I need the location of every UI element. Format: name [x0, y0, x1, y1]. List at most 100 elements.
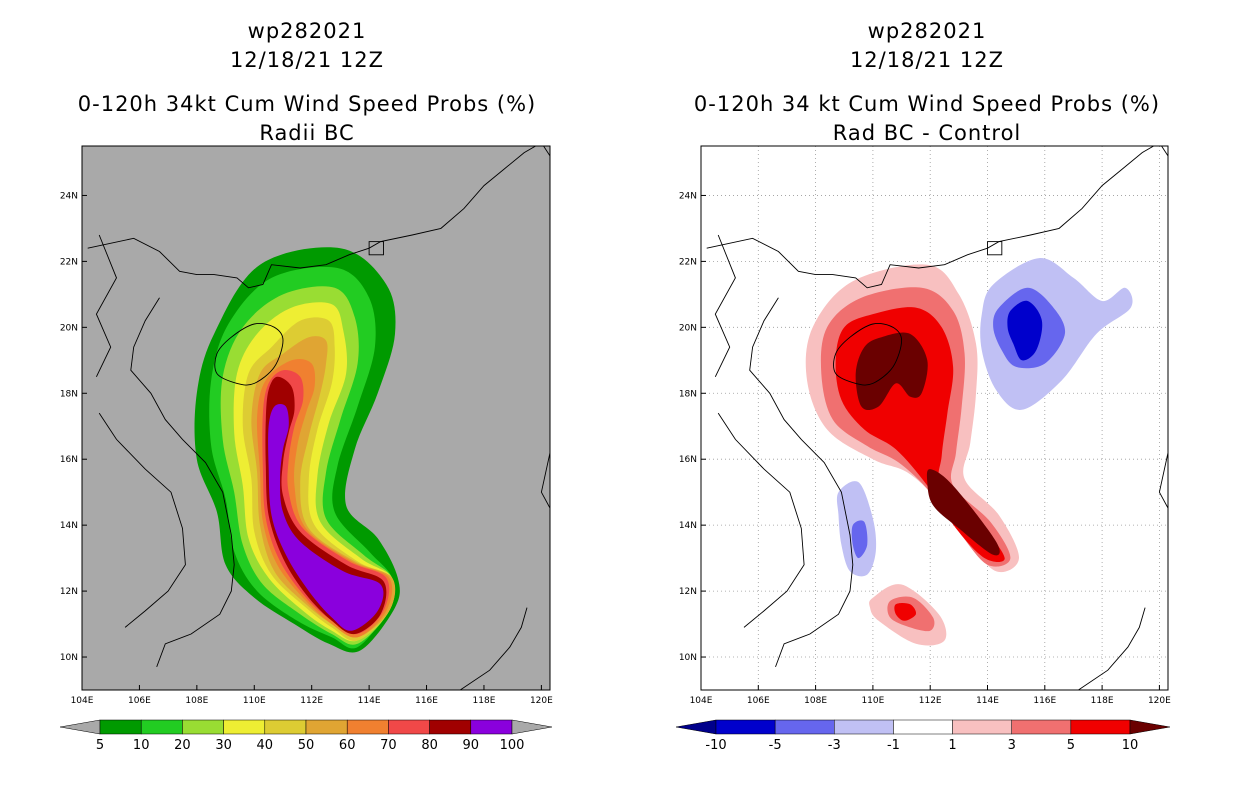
right-colorbar-label: 5 — [1067, 738, 1075, 753]
right-xtick-label: 104E — [690, 696, 713, 706]
right-contour-5 — [894, 603, 917, 621]
left-ytick-label: 10N — [60, 653, 78, 663]
right-hainan-outline — [833, 323, 903, 386]
panel-right: wp282021 12/18/21 12Z 0-120h 34 kt Cum W… — [675, 19, 1171, 753]
left-coastline-segment — [540, 373, 550, 510]
left-xtick-label: 112E — [300, 696, 323, 706]
left-colorbar-swatch — [388, 719, 430, 735]
right-ytick-label: 14N — [679, 521, 697, 531]
right-coastline-segment — [1077, 607, 1146, 690]
left-title-line-3: 0-120h 34kt Cum Wind Speed Probs (%) — [78, 92, 536, 116]
right-ytick-label: 22N — [679, 257, 697, 267]
left-colorbar: 5 10 20 30 40 50 60 70 80 90 100 — [59, 719, 553, 753]
left-colorbar-swatch — [264, 719, 307, 735]
right-coastline-segment — [717, 412, 805, 628]
left-map-layers — [87, 146, 550, 690]
panel-left: wp282021 12/18/21 12Z 0-120h 34kt Cum Wi… — [59, 19, 553, 753]
left-colorbar-swatch — [182, 719, 224, 735]
left-colorbar-label: 100 — [500, 738, 525, 753]
left-xtick-label: 116E — [415, 696, 438, 706]
left-title-line-4: Radii BC — [259, 121, 354, 145]
right-colorbar-swatch — [1070, 719, 1131, 735]
left-colorbar-over-arrow — [511, 719, 553, 735]
left-colorbar-label: 70 — [380, 738, 397, 753]
right-colorbar-under-arrow — [675, 719, 717, 735]
right-xtick-label: 106E — [747, 696, 770, 706]
right-colorbar-label: -10 — [705, 738, 726, 753]
right-contour-10 — [926, 469, 1000, 556]
right-contour-10 — [855, 332, 928, 411]
left-colorbar-swatch — [140, 719, 183, 735]
left-colorbar-label: 90 — [463, 738, 480, 753]
left-xtick-label: 108E — [185, 696, 208, 706]
left-hainan-outline — [214, 323, 284, 386]
left-colorbar-swatch — [470, 719, 513, 735]
right-title-line-1: wp282021 — [868, 19, 987, 43]
right-title-line-3: 0-120h 34 kt Cum Wind Speed Probs (%) — [694, 92, 1160, 116]
left-xtick-label: 104E — [71, 696, 94, 706]
right-colorbar: -10 -5 -3 -1 1 3 5 10 — [675, 719, 1171, 753]
right-xtick-label: 120E — [1148, 696, 1171, 706]
left-ytick-label: 14N — [60, 521, 78, 531]
left-coastline-segment — [87, 146, 537, 289]
left-ytick-label: 18N — [60, 389, 78, 399]
right-ytick-label: 10N — [679, 653, 697, 663]
right-colorbar-label: 3 — [1008, 738, 1016, 753]
right-colorbar-label: -1 — [887, 738, 900, 753]
left-ytick-label: 22N — [60, 257, 78, 267]
right-colorbar-label: -3 — [828, 738, 841, 753]
left-colorbar-under-arrow — [59, 719, 101, 735]
left-colorbar-label: 60 — [339, 738, 356, 753]
right-colorbar-swatch — [715, 719, 776, 735]
left-ytick-label: 24N — [60, 191, 78, 201]
right-xtick-label: 110E — [861, 696, 884, 706]
left-colorbar-label: 40 — [257, 738, 274, 753]
left-xtick-label: 120E — [530, 696, 553, 706]
right-contour--3 — [851, 520, 868, 559]
left-colorbar-label: 5 — [96, 738, 104, 753]
right-ytick-label: 24N — [679, 191, 697, 201]
right-colorbar-swatch — [834, 719, 894, 735]
right-colorbar-swatch — [952, 719, 1012, 735]
left-colorbar-label: 10 — [133, 738, 150, 753]
left-ytick-label: 16N — [60, 455, 78, 465]
left-xtick-label: 118E — [473, 696, 496, 706]
right-contour--5 — [1007, 300, 1043, 361]
left-coastline-segment — [543, 146, 550, 157]
right-coastline-segment — [1158, 373, 1168, 510]
right-plot-frame — [700, 145, 1169, 691]
left-coastline-segment — [95, 234, 117, 377]
left-ytick-label: 12N — [60, 587, 78, 597]
right-xtick-label: 116E — [1033, 696, 1056, 706]
left-colorbar-swatch — [429, 719, 472, 735]
left-colorbar-swatch — [346, 719, 389, 735]
right-coastline-segment — [714, 234, 736, 377]
left-ytick-label: 20N — [60, 323, 78, 333]
left-colorbar-label: 20 — [174, 738, 191, 753]
left-xtick-label: 106E — [128, 696, 151, 706]
right-coastline-segment — [1161, 146, 1168, 157]
right-colorbar-over-arrow — [1129, 719, 1171, 735]
left-coastlines — [87, 146, 550, 690]
right-plot-area: 104E 106E 108E 110E 112E 114E 116E 118E 120E 24N 2… — [679, 145, 1171, 706]
left-xtick-label: 114E — [358, 696, 381, 706]
right-ytick-label: 18N — [679, 389, 697, 399]
left-plot-frame — [81, 145, 551, 691]
right-coastlines — [706, 146, 1168, 690]
right-coastline-segment — [706, 146, 1155, 289]
left-xtick-label: 110E — [243, 696, 266, 706]
left-colorbar-swatch — [99, 719, 142, 735]
right-xtick-label: 114E — [976, 696, 999, 706]
right-ytick-label: 20N — [679, 323, 697, 333]
right-ytick-label: 16N — [679, 455, 697, 465]
left-title-line-2: 12/18/21 12Z — [230, 48, 384, 72]
right-title-line-4: Rad BC - Control — [833, 121, 1022, 145]
right-map-layers — [701, 146, 1168, 690]
right-title-line-2: 12/18/21 12Z — [850, 48, 1004, 72]
right-colorbar-label: 10 — [1122, 738, 1139, 753]
left-plot-area: 104E 106E 108E 110E 112E 114E 116E 118E 120E 24N 2… — [60, 145, 553, 706]
right-colorbar-swatch — [893, 719, 953, 735]
left-title-line-1: wp282021 — [248, 19, 367, 43]
left-coastline-segment — [98, 412, 186, 628]
